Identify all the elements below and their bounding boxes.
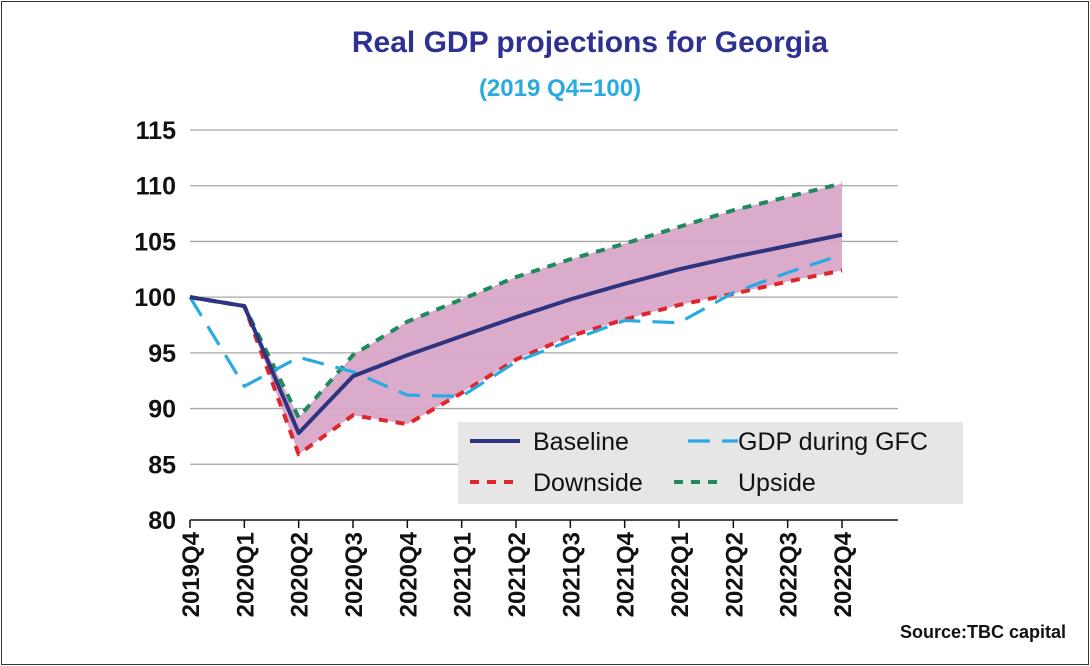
x-tick-label: 2020Q3 <box>341 532 368 617</box>
legend-label: Upside <box>738 469 816 497</box>
x-tick-label: 2021Q3 <box>558 532 585 617</box>
legend: Baseline GDP during GFC Downside Upside <box>458 422 963 504</box>
y-tick-label: 85 <box>148 451 176 479</box>
y-tick-label: 105 <box>134 228 176 256</box>
series-line-gdp-during-gfc <box>188 253 843 398</box>
source-note: Source:TBC capital <box>900 622 1066 642</box>
y-tick-label: 90 <box>148 396 176 424</box>
x-tick-label: 2021Q2 <box>504 532 531 617</box>
legend-box <box>458 422 963 504</box>
chart-title: Real GDP projections for Georgia <box>352 26 829 59</box>
series-line-upside <box>189 181 843 420</box>
y-tick-label: 100 <box>134 284 176 312</box>
x-tick-label: 2020Q1 <box>232 532 259 617</box>
x-tick-label: 2021Q1 <box>450 532 477 617</box>
y-tick-label: 110 <box>136 173 176 201</box>
x-tick-label: 2022Q1 <box>667 532 694 617</box>
series-lines <box>188 181 843 457</box>
y-axis: 80 85 90 95 100 105 110 115 <box>134 117 176 535</box>
x-tick-label: 2019Q4 <box>178 531 205 617</box>
x-axis: 2019Q4 2020Q1 2020Q2 2020Q3 2020Q4 2021Q1 2021… <box>178 519 898 617</box>
series-line-baseline <box>189 232 843 436</box>
y-tick-label: 80 <box>148 507 176 535</box>
x-tick-label: 2022Q4 <box>830 531 857 617</box>
x-tick-label: 2020Q4 <box>395 531 422 617</box>
legend-label: Baseline <box>533 428 629 456</box>
x-tick-label: 2022Q2 <box>721 532 748 617</box>
x-tick-label: 2020Q2 <box>287 532 314 617</box>
y-tick-label: 115 <box>136 117 176 145</box>
x-tick-label: 2021Q4 <box>613 531 640 617</box>
y-tick-label: 95 <box>148 340 176 368</box>
legend-label: Downside <box>533 469 643 497</box>
legend-label: GDP during GFC <box>738 428 928 456</box>
x-tick-label: 2022Q3 <box>776 532 803 617</box>
chart-subtitle: (2019 Q4=100) <box>479 75 641 102</box>
